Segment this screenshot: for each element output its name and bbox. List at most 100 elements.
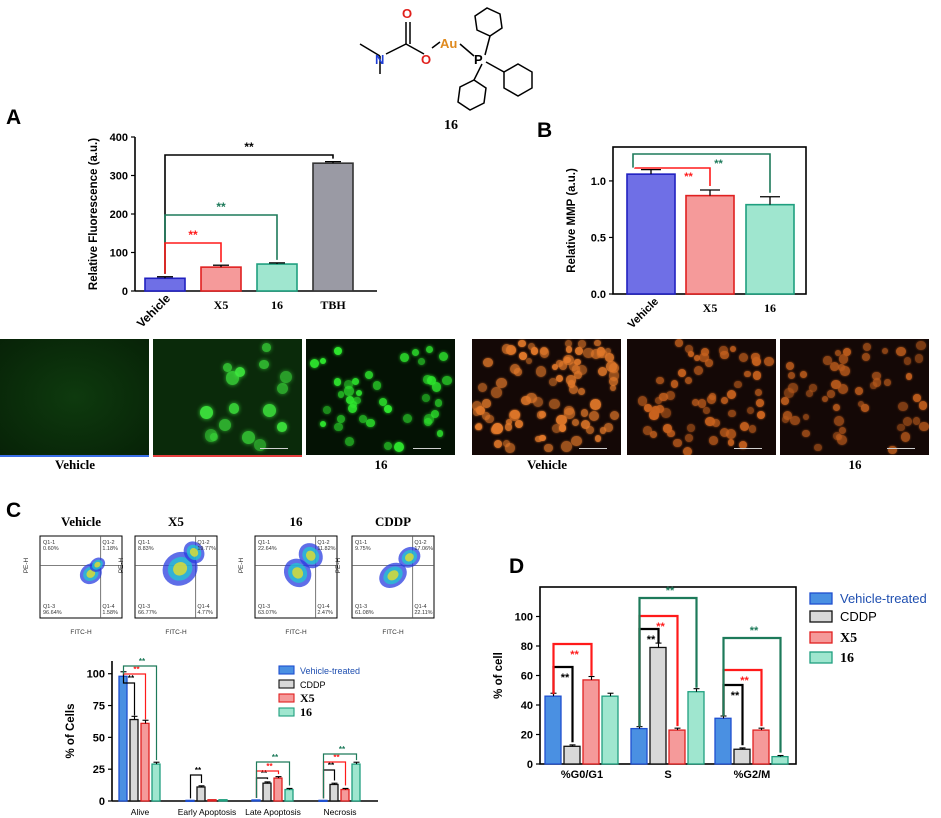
- fluorescent-cell: [424, 418, 433, 427]
- fluorescent-cell: [838, 383, 849, 394]
- fluorescent-cell: [566, 375, 576, 385]
- chart-c-legend-swatch: [278, 693, 295, 703]
- chart-d-legend-label: X5: [840, 631, 857, 646]
- fluorescent-cell: [872, 378, 882, 387]
- flow-quadrant-name: Q1-2: [414, 540, 426, 546]
- chart-c-significance-label: **: [339, 745, 346, 754]
- fluorescent-cell: [539, 434, 546, 441]
- chart-c-ytick-label: 75: [93, 701, 105, 713]
- fluorescent-cell: [788, 383, 798, 393]
- chart-d-bar: [601, 695, 619, 765]
- chart-d-bar: [687, 691, 705, 765]
- chart-d-bar: [563, 745, 581, 765]
- fluorescent-cell: [827, 390, 835, 398]
- fluorescent-cell: [666, 429, 675, 438]
- fluorescent-cell: [548, 398, 560, 410]
- chart-d-ytick-label: 20: [521, 730, 533, 742]
- fluorescent-cell: [514, 419, 524, 429]
- fluorescent-cell: [854, 387, 864, 396]
- chart-d-legend-swatch: [809, 631, 833, 644]
- flow-xlabel: FITC-H: [165, 629, 187, 636]
- fluorescent-cell: [912, 416, 921, 425]
- flow-density-cloud: [292, 567, 304, 579]
- fluorescent-cell: [431, 382, 442, 392]
- fluorescent-cell: [720, 350, 729, 360]
- fluorescent-cell: [490, 425, 499, 434]
- chemical-structure: O N O Au P 16: [359, 6, 533, 133]
- fluorescent-cell: [740, 422, 750, 432]
- fluorescent-cell: [688, 350, 695, 357]
- chart-d-legend-swatch: [809, 651, 833, 664]
- chart-d-bar: [649, 646, 667, 765]
- chart-a-ytick-label: 0: [122, 286, 128, 298]
- chart-a-significance-bracket: [164, 242, 222, 274]
- fluorescent-cell: [483, 357, 493, 368]
- fluorescent-cell: [784, 388, 794, 398]
- fluorescent-cell: [482, 399, 491, 408]
- fluorescent-cell: [552, 363, 559, 371]
- panel-letter-a: A: [6, 106, 21, 129]
- chart-b-ytick-label: 0.5: [591, 232, 606, 244]
- chart-d-legend-label: Vehicle-treated: [840, 591, 927, 606]
- fluorescent-cell: [821, 395, 828, 402]
- fluorescent-cell: [352, 378, 359, 386]
- fluorescent-cell: [346, 395, 355, 404]
- fluorescent-cell: [344, 386, 354, 396]
- fluorescent-cell: [565, 346, 573, 354]
- fluorescent-cell: [242, 431, 255, 444]
- micro-label-16-green: 16: [374, 457, 388, 472]
- panel-letter-c: C: [6, 499, 21, 522]
- fluorescent-cell: [495, 377, 507, 389]
- flow-quadrant-name: Q1-3: [43, 604, 55, 610]
- fluorescent-cell: [720, 427, 730, 437]
- flow-quadrant-name: Q1-2: [197, 540, 209, 546]
- fluorescent-cell: [656, 405, 665, 413]
- chart-d-significance-label: **: [740, 675, 749, 687]
- flow-quadrant-value: 17.06%: [414, 546, 433, 552]
- scale-bar: [734, 448, 762, 449]
- chart-a-ytick-label: 100: [110, 248, 128, 260]
- flow-quadrant-name: Q1-1: [138, 540, 150, 546]
- fluorescent-cell: [583, 347, 595, 359]
- fluorescent-cell: [580, 419, 591, 430]
- fluorescent-cell: [425, 346, 434, 354]
- fluorescent-cell: [809, 384, 817, 392]
- fluorescent-cell: [838, 354, 849, 364]
- chart-d-legend-label: 16: [840, 651, 854, 666]
- flow-quadrant-value: 96.64%: [43, 610, 62, 616]
- flow-quadrant-value: 9.75%: [355, 546, 371, 552]
- micro-label-16-orange: 16: [848, 457, 862, 472]
- fluorescent-cell: [568, 362, 579, 372]
- flow-quadrant-name: Q1-4: [317, 604, 329, 610]
- atom-p: P: [474, 52, 483, 67]
- chart-d-xtick-label: %G0/G1: [561, 769, 603, 781]
- flow-density-cloud: [86, 569, 96, 578]
- chart-d-significance-label: **: [647, 634, 656, 646]
- fluorescent-cell: [918, 401, 928, 410]
- fluorescent-cell: [888, 445, 897, 455]
- chart-c-xtick-label: Necrosis: [323, 807, 356, 817]
- fluorescent-cell: [556, 415, 567, 426]
- fluorescent-cell: [528, 343, 536, 351]
- fluorescent-cell: [649, 410, 659, 420]
- fluorescent-cell: [609, 384, 617, 392]
- chart-c-significance-bracket: [322, 753, 358, 799]
- chart-c-bar: [284, 788, 294, 802]
- chart-c-bar: [340, 788, 350, 802]
- fluorescent-cell: [747, 406, 755, 415]
- flow-density-cloud: [405, 553, 414, 562]
- fluorescent-cell: [564, 340, 572, 348]
- flow-plot-title: X5: [168, 514, 184, 529]
- chart-d-xtick-label: %G2/M: [734, 769, 771, 781]
- chart-c-legend-swatch: [278, 707, 295, 717]
- fluorescent-cell: [913, 394, 921, 402]
- flow-ylabel: PE-H: [238, 557, 245, 573]
- fluorescent-cell: [510, 409, 520, 420]
- flow-quadrant-name: Q1-3: [258, 604, 270, 610]
- chart-c-bar: [196, 786, 206, 802]
- fluorescent-cell: [712, 419, 721, 428]
- chart-c-significance-label: **: [333, 753, 340, 762]
- chart-d-significance-label: **: [656, 621, 665, 633]
- chart-a-xtick-label: TBH: [320, 298, 346, 312]
